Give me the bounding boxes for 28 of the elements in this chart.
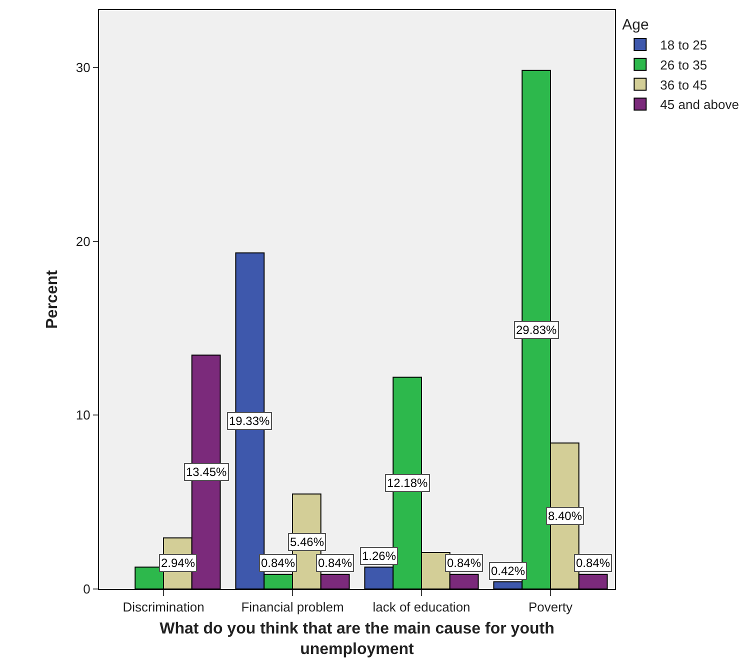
- data-label: 29.83%: [516, 323, 558, 337]
- legend-label: 18 to 25: [660, 38, 708, 53]
- y-tick-label: 20: [76, 234, 90, 249]
- legend-label: 26 to 35: [660, 57, 708, 72]
- y-tick-label: 30: [76, 60, 90, 75]
- data-label: 8.40%: [548, 509, 582, 523]
- x-tick-label: Poverty: [528, 600, 574, 615]
- data-label: 0.84%: [576, 556, 610, 570]
- x-tick-label: Discrimination: [122, 600, 204, 615]
- data-label: 1.26%: [362, 549, 396, 563]
- data-label: 12.18%: [387, 476, 428, 490]
- x-axis-title: What do you think that are the main cause for youth unemployment: [160, 620, 554, 658]
- data-label: 0.84%: [261, 556, 296, 570]
- x-tick-label: Financial problem: [241, 600, 344, 615]
- legend-label: 36 to 45: [660, 77, 708, 92]
- data-label: 0.84%: [318, 556, 352, 570]
- y-tick-label: 10: [76, 408, 90, 423]
- y-axis-title: Percent: [44, 269, 61, 329]
- legend-label: 45 and above: [660, 97, 739, 112]
- legend-title: Age: [622, 16, 649, 34]
- data-label: 2.94%: [161, 556, 196, 570]
- x-tick-label: lack of education: [372, 600, 470, 615]
- data-label: 5.46%: [290, 535, 324, 549]
- data-label: 19.33%: [229, 414, 270, 428]
- data-label: 0.84%: [447, 556, 482, 570]
- y-tick-label: 0: [83, 582, 90, 597]
- data-label: 13.45%: [186, 465, 228, 479]
- data-label: 0.42%: [491, 564, 526, 578]
